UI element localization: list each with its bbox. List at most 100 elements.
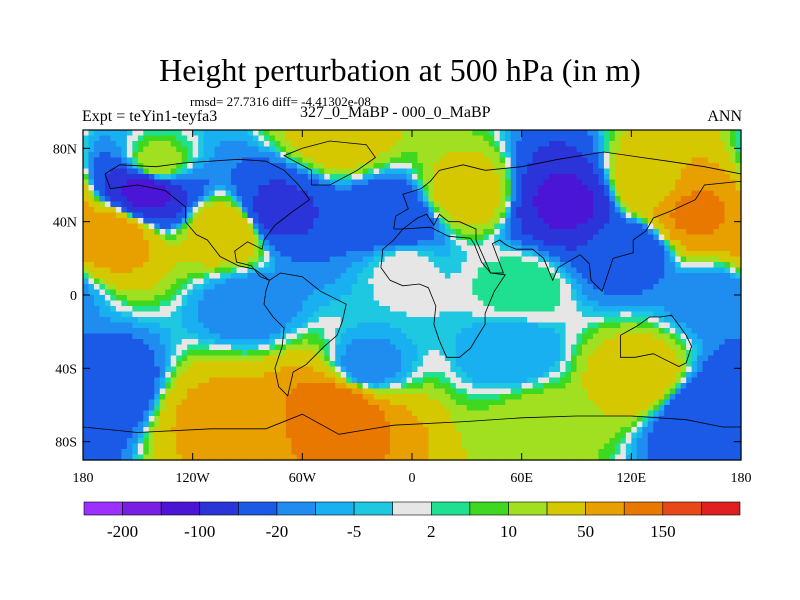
heatmap-cell: [324, 245, 331, 252]
heatmap-cell: [581, 240, 589, 247]
heatmap-cell: [686, 295, 693, 302]
heatmap-cell: [483, 251, 490, 258]
heatmap-cell: [357, 278, 364, 285]
heatmap-cell: [505, 212, 512, 219]
heatmap-cell: [417, 278, 424, 285]
heatmap-cell: [713, 146, 720, 153]
heatmap-cell: [532, 273, 539, 280]
heatmap-cell: [510, 190, 517, 197]
heatmap-cell: [631, 245, 638, 252]
heatmap-cell: [209, 240, 216, 247]
heatmap-cell: [631, 218, 638, 225]
heatmap-cell: [724, 344, 731, 351]
heatmap-cell: [357, 146, 364, 153]
heatmap-cell: [154, 344, 161, 351]
heatmap-cell: [625, 306, 632, 313]
heatmap-cell: [373, 267, 380, 274]
heatmap-cell: [592, 174, 600, 181]
heatmap-cell: [214, 201, 221, 208]
heatmap-cell: [713, 289, 720, 296]
heatmap-cell: [554, 190, 561, 197]
heatmap-cell: [83, 322, 90, 329]
heatmap-cell: [159, 218, 166, 225]
heatmap-cell: [466, 256, 473, 263]
heatmap-cell: [181, 152, 188, 159]
heatmap-cell: [560, 201, 567, 208]
heatmap-cell: [269, 322, 276, 329]
heatmap-cell: [422, 350, 430, 357]
heatmap-cell: [675, 163, 682, 170]
heatmap-cell: [357, 179, 364, 186]
heatmap-cell: [115, 201, 122, 208]
heatmap-cell: [680, 234, 687, 241]
heatmap-cell: [329, 317, 336, 324]
heatmap-cell: [653, 212, 660, 219]
heatmap-cell: [198, 300, 205, 307]
heatmap-cell: [335, 185, 342, 192]
heatmap-cell: [598, 350, 605, 357]
heatmap-cell: [340, 267, 347, 274]
heatmap-cell: [412, 256, 419, 263]
heatmap-cell: [444, 328, 451, 335]
heatmap-cell: [252, 135, 260, 142]
heatmap-cell: [373, 196, 380, 203]
heatmap-cell: [159, 333, 166, 340]
heatmap-cell: [88, 317, 95, 324]
heatmap-cell: [730, 146, 737, 153]
heatmap-cell: [165, 201, 172, 208]
heatmap-cell: [192, 223, 199, 230]
heatmap-cell: [713, 240, 720, 247]
heatmap-cell: [126, 185, 133, 192]
heatmap-cell: [362, 251, 369, 258]
heatmap-cell: [384, 212, 391, 219]
heatmap-cell: [713, 135, 720, 142]
heatmap-cell: [220, 328, 227, 335]
heatmap-cell: [176, 190, 183, 197]
heatmap-cell: [680, 311, 687, 318]
heatmap-cell: [565, 251, 572, 258]
heatmap-cell: [115, 306, 122, 313]
heatmap-cell: [625, 179, 632, 186]
heatmap-cell: [505, 223, 512, 230]
heatmap-cell: [263, 234, 271, 241]
heatmap-cell: [455, 223, 462, 230]
heatmap-cell: [631, 256, 638, 263]
heatmap-cell: [510, 278, 517, 285]
heatmap-cell: [329, 273, 336, 280]
heatmap-cell: [379, 212, 386, 219]
heatmap-cell: [587, 179, 594, 186]
heatmap-cell: [592, 300, 600, 307]
heatmap-cell: [554, 322, 561, 329]
heatmap-cell: [285, 256, 292, 263]
heatmap-cell: [609, 234, 616, 241]
heatmap-cell: [675, 207, 682, 214]
heatmap-cell: [104, 207, 112, 214]
heatmap-cell: [730, 300, 737, 307]
heatmap-cell: [664, 240, 671, 247]
heatmap-cell: [132, 229, 139, 236]
heatmap-cell: [543, 273, 550, 280]
heatmap-cell: [154, 163, 161, 170]
heatmap-cell: [521, 229, 528, 236]
heatmap-cell: [620, 339, 627, 346]
heatmap-cell: [620, 223, 627, 230]
heatmap-cell: [697, 273, 704, 280]
heatmap-cell: [538, 141, 545, 148]
heatmap-cell: [658, 168, 665, 175]
heatmap-cell: [395, 157, 402, 164]
heatmap-cell: [132, 278, 139, 285]
heatmap-cell: [708, 295, 715, 302]
heatmap-cell: [170, 168, 177, 175]
heatmap-cell: [357, 196, 364, 203]
heatmap-cell: [609, 152, 616, 159]
heatmap-cell: [187, 333, 194, 340]
heatmap-cell: [417, 300, 424, 307]
heatmap-cell: [461, 328, 468, 335]
heatmap-cell: [263, 256, 271, 263]
heatmap-cell: [631, 174, 638, 181]
heatmap-cell: [307, 245, 314, 252]
heatmap-cell: [115, 245, 122, 252]
heatmap-cell: [99, 207, 106, 214]
heatmap-cell: [203, 306, 210, 313]
heatmap-cell: [209, 234, 216, 241]
